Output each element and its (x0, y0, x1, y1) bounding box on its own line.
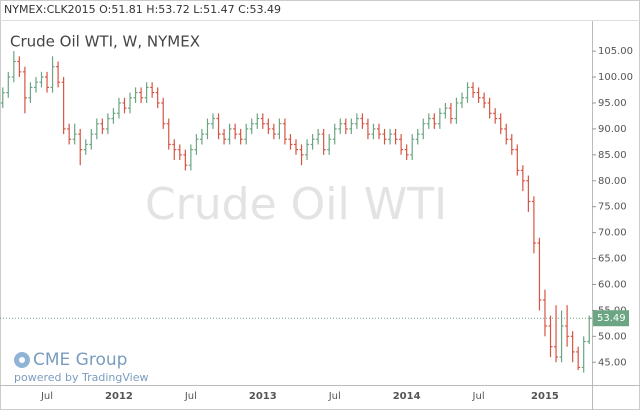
powered-by: powered by TradingView (14, 371, 148, 384)
y-tick-label: 45.00 (598, 357, 627, 368)
y-tick-label: 85.00 (598, 150, 627, 161)
chart-title: Crude Oil WTI, W, NYMEX (10, 33, 200, 51)
cme-icon (14, 352, 30, 368)
symbol-header: NYMEX:CLK2015 O:51.81 H:53.72 L:51.47 C:… (4, 3, 281, 16)
last-price-badge (593, 310, 629, 327)
y-tick-label: 105.00 (598, 46, 633, 57)
x-tick-label: 2012 (105, 391, 133, 402)
last-price-label: 53.49 (597, 313, 626, 324)
y-tick-label: 80.00 (598, 176, 627, 187)
x-tick-label: 2014 (393, 391, 421, 402)
x-tick-label: Jul (184, 391, 197, 402)
logo-text: CME Group (33, 350, 127, 370)
y-tick-label: 100.00 (598, 72, 633, 83)
watermark: Crude Oil WTI (145, 179, 447, 230)
x-tick-label: 2015 (531, 391, 559, 402)
y-tick-label: 90.00 (598, 124, 627, 135)
y-tick-label: 50.00 (598, 331, 627, 342)
y-tick-label: 75.00 (598, 202, 627, 213)
x-tick-label: Jul (328, 391, 341, 402)
x-tick-label: Jul (40, 391, 53, 402)
y-tick-label: 95.00 (598, 98, 627, 109)
y-tick-label: 70.00 (598, 228, 627, 239)
y-tick-label: 60.00 (598, 279, 627, 290)
x-tick-label: Jul (472, 391, 485, 402)
x-tick-label: 2013 (249, 391, 277, 402)
y-tick-label: 65.00 (598, 254, 627, 265)
plot (0, 51, 592, 373)
